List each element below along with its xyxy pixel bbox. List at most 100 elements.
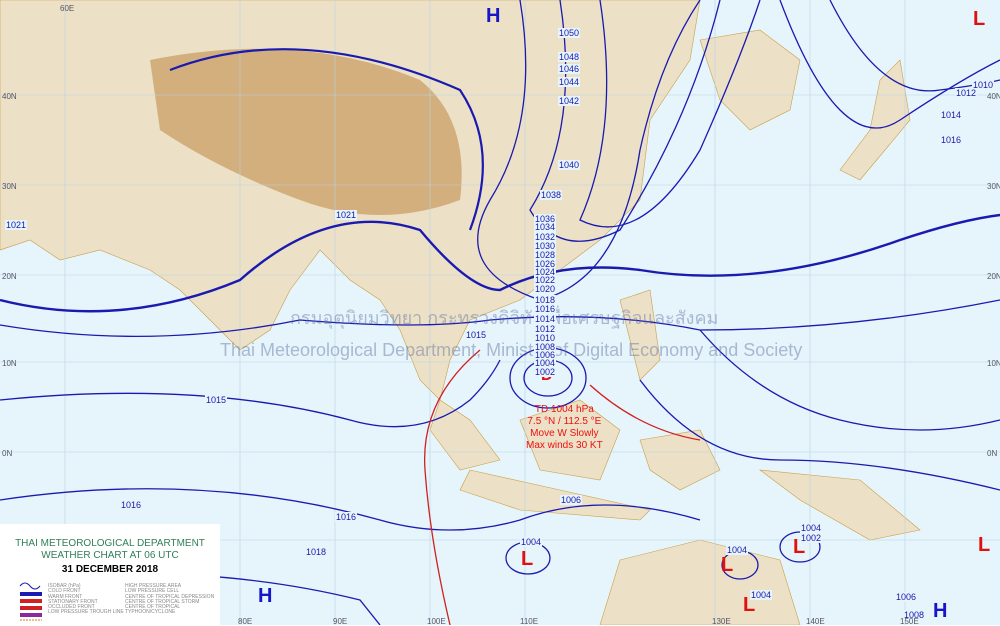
isobar-label: 1012 (534, 324, 557, 334)
isobar-label: 1034 (534, 222, 557, 232)
legend-item: OCCLUDED FRONT (48, 604, 95, 611)
grid-label: 90E (333, 617, 348, 626)
isobar-label: 1008 (903, 610, 926, 620)
legend-item: WARM FRONT (48, 593, 83, 600)
grid-label: 140E (806, 617, 825, 626)
isobar-label: 1046 (558, 64, 581, 74)
isobar-label: 1028 (534, 250, 557, 260)
storm-info: TD 1004 hPa 7.5 °N / 112.5 °E Move W Slo… (526, 404, 603, 452)
isobar-label: 1014 (940, 110, 963, 120)
grid-label: 10N (2, 359, 17, 368)
legend-item: ISOBAR (hPa) (48, 583, 81, 589)
low-pressure-center: L (721, 554, 734, 576)
isobar-label: 1016 (534, 304, 557, 314)
isobar-label: 1012 (955, 88, 978, 98)
grid-label: 20N (2, 272, 17, 281)
isobar-label: 1015 (205, 395, 228, 405)
grid-label: 30N (987, 182, 1000, 191)
isobar-label: 1018 (534, 295, 557, 305)
trough-line-2 (589, 384, 701, 441)
grid-label: 100E (427, 617, 446, 626)
isobar-label: 1021 (5, 220, 28, 230)
storm-line-4: Max winds 30 KT (526, 440, 603, 451)
storm-line-3: Move W Slowly (530, 428, 599, 439)
isobar-label: 1018 (305, 547, 328, 557)
isobar-label: 1026 (534, 259, 557, 269)
isobar-label: 1036 (534, 214, 557, 224)
storm-line-2: 7.5 °N / 112.5 °E (527, 416, 602, 427)
legend-items-right: HIGH PRESSURE AREA LOW PRESSURE CELL CENTR… (125, 583, 220, 616)
legend-items-left: ISOBAR (hPa) COLD FRONT WARM FRONT STATIONA… (48, 583, 124, 616)
isobar-label: 1010 (972, 80, 995, 90)
grid-label: 0N (2, 449, 13, 458)
isobar-label: 1038 (540, 190, 563, 200)
low-pressure-center: L (973, 8, 986, 30)
grid-label: 80E (238, 617, 253, 626)
isobar-label: 1004 (750, 590, 773, 600)
legend-item: LOW PRESSURE CELL (125, 588, 180, 595)
isobar-label: 1004 (800, 523, 823, 533)
isobar-label: 1048 (558, 52, 581, 62)
grid-label: 40N (987, 92, 1000, 101)
grid-label: 130E (712, 617, 731, 626)
high-pressure-center: H (486, 5, 501, 27)
grid-label: 40N (2, 92, 17, 101)
low-pressure-center: L (521, 548, 534, 570)
front-symbols-icon (19, 582, 42, 621)
storm-line-1: TD 1004 hPa (534, 404, 594, 415)
legend-title: THAI METEOROLOGICAL DEPARTMENT (15, 538, 205, 549)
isobar-label: 1016 (940, 135, 963, 145)
isobar-label: 1015 (465, 330, 488, 340)
isobar-label: 1022 (534, 275, 557, 285)
isobar-label: 1004 (520, 537, 543, 547)
trough-line (423, 349, 481, 625)
isobar-label: 1024 (534, 267, 557, 277)
isobar-label: 1042 (558, 96, 581, 106)
isobar-label: 1021 (335, 210, 358, 220)
high-pressure-center: H (258, 585, 273, 607)
legend-box: THAI METEOROLOGICAL DEPARTMENT WEATHER C… (0, 524, 220, 625)
isobar-label: 1016 (335, 512, 358, 522)
grid-label: 110E (520, 617, 539, 626)
high-pressure-center: H (933, 600, 948, 622)
grid-label: 150E (900, 617, 919, 626)
grid-label: 20N (987, 272, 1000, 281)
isobar-label: 1010 (534, 333, 557, 343)
watermark-english: Thai Meteorological Department, Ministry… (220, 340, 803, 360)
isobar-label: 1040 (558, 160, 581, 170)
legend-item: CENTRE OF TROPICAL TYPHOON/CYCLONE (125, 604, 181, 616)
isobar-label: 1006 (560, 495, 583, 505)
grid-label: 30N (2, 182, 17, 191)
legend-date: 31 DECEMBER 2018 (61, 564, 159, 575)
isobar-label: 1032 (534, 232, 557, 242)
legend-item: COLD FRONT (48, 588, 81, 595)
grid-label: 60E (60, 4, 75, 13)
legend-item: STATIONARY FRONT (48, 598, 98, 605)
isobar-label: 1002 (534, 367, 557, 377)
isobar-label: 1014 (534, 314, 557, 324)
legend-item: HIGH PRESSURE AREA (125, 583, 182, 589)
isobar-label: 1008 (534, 342, 557, 352)
isobar-label: 1004 (534, 358, 557, 368)
isobar-label: 1016 (120, 500, 143, 510)
grid-label: 0N (987, 449, 998, 458)
isobar-label: 1006 (534, 350, 557, 360)
legend-item: CENTRE OF TROPICAL DEPRESSION (125, 593, 215, 600)
legend-item: CENTRE OF TROPICAL STORM (125, 598, 200, 605)
isobar-label: 1002 (800, 533, 823, 543)
tibet-plateau (150, 48, 462, 215)
low-pressure-center: L (978, 534, 991, 556)
isobar-label: 1044 (558, 77, 581, 87)
isobar-label: 1006 (895, 592, 918, 602)
isobar-label: 1020 (534, 284, 557, 294)
isobar-label: 1050 (558, 28, 581, 38)
isobar-label: 1004 (726, 545, 749, 555)
legend-subtitle: WEATHER CHART AT 06 UTC (41, 550, 179, 561)
grid-label: 10N (987, 359, 1000, 368)
legend-item: LOW PRESSURE TROUGH LINE (48, 609, 124, 616)
isobar-label: 1030 (534, 241, 557, 251)
watermark-thai: กรมอุตุนิยมวิทยา กระทรวงดิจิทัลเพื่อเศรษ… (290, 308, 719, 328)
